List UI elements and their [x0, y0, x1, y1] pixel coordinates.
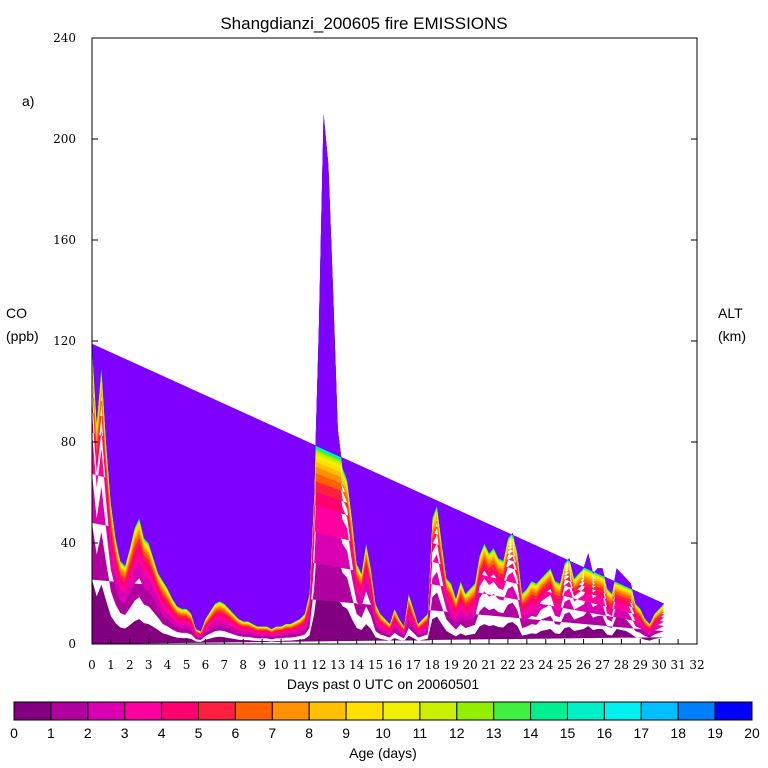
- colorbar-tick-label: 1: [47, 725, 55, 741]
- colorbar-tick-label: 8: [305, 725, 313, 741]
- colorbar-tick-label: 4: [158, 725, 166, 741]
- x-tick-label: 17: [406, 658, 421, 672]
- stacked-area-layers: [92, 113, 664, 644]
- colorbar-tick-label: 12: [449, 725, 465, 741]
- x-tick-label: 18: [425, 658, 440, 672]
- colorbar-tick-label: 15: [560, 725, 576, 741]
- colorbar-segment: [50, 701, 89, 721]
- x-tick-label: 24: [538, 658, 554, 672]
- x-tick-label: 26: [576, 658, 591, 672]
- y-tick-label: 240: [53, 31, 76, 45]
- colorbar-segment: [271, 701, 310, 721]
- x-tick-label: 27: [595, 658, 610, 672]
- x-tick-label: 10: [273, 658, 288, 672]
- x-tick-label: 4: [164, 658, 172, 672]
- age-layer-20: [92, 113, 664, 632]
- x-tick-label: 25: [557, 658, 572, 672]
- colorbar-tick-label: 17: [634, 725, 650, 741]
- colorbar-segment: [87, 701, 126, 721]
- colorbar-tick-label: 14: [523, 725, 539, 741]
- y-axis-label-line1: CO: [6, 305, 27, 321]
- y-tick-label: 40: [61, 536, 76, 550]
- x-tick-label: 21: [481, 658, 496, 672]
- right-axis-label-line2: (km): [718, 328, 746, 344]
- x-tick-label: 8: [239, 658, 247, 672]
- x-tick-label: 12: [311, 658, 326, 672]
- colorbar-tick-label: 18: [670, 725, 686, 741]
- colorbar-segment: [530, 701, 568, 721]
- x-tick-label: 23: [519, 658, 534, 672]
- colorbar-tick-label: 0: [10, 725, 18, 741]
- x-tick-label: 32: [689, 658, 704, 672]
- colorbar-segment: [124, 701, 163, 721]
- x-axis-label: Days past 0 UTC on 20060501: [287, 676, 479, 692]
- right-axis-label-line1: ALT: [718, 305, 743, 321]
- x-tick-label: 3: [145, 658, 153, 672]
- y-tick-label: 80: [61, 435, 76, 449]
- colorbar-tick-label: 19: [707, 725, 723, 741]
- colorbar-segment: [714, 701, 753, 721]
- x-tick-label: 5: [183, 658, 191, 672]
- colorbar-segment: [382, 701, 421, 721]
- x-tick-label: 13: [330, 658, 345, 672]
- x-axis-ticks: 0 1 2 3 4 5 6 7 8 9 10 11 12 13 14 15 16 17 18 19 20 21 22 23 24…: [88, 639, 705, 672]
- y-tick-label: 0: [68, 637, 76, 651]
- colorbar-segment: [234, 701, 273, 721]
- x-tick-label: 7: [221, 658, 229, 672]
- x-tick-label: 2: [126, 658, 134, 672]
- colorbar-tick-label: 11: [413, 725, 428, 741]
- colorbar-segment: [419, 701, 458, 721]
- colorbar-tick-label: 5: [195, 725, 203, 741]
- x-tick-label: 31: [670, 658, 685, 672]
- colorbar-tick-label: 16: [597, 725, 613, 741]
- x-tick-label: 28: [614, 658, 629, 672]
- colorbar-segment: [456, 701, 495, 721]
- plot-frame: [91, 37, 698, 645]
- y-tick-label: 160: [53, 233, 76, 247]
- age-colorbar: 0 1 2 3 4 5 6 7 8 9 10 11 12 13 14 15 16 17 18 19 20: [10, 701, 760, 741]
- x-tick-label: 29: [633, 658, 648, 672]
- colorbar-tick-label: 13: [486, 725, 502, 741]
- colorbar-label: Age (days): [349, 745, 417, 761]
- colorbar-tick-label: 6: [232, 725, 240, 741]
- colorbar-segment: [677, 701, 716, 721]
- x-tick-label: 20: [462, 658, 477, 672]
- colorbar-segment: [493, 701, 532, 721]
- x-tick-label: 30: [652, 658, 667, 672]
- x-tick-label: 15: [368, 658, 383, 672]
- colorbar-tick-label: 10: [375, 725, 391, 741]
- colorbar-tick-label: 3: [121, 725, 129, 741]
- colorbar-segment: [345, 701, 384, 721]
- colorbar-segment: [308, 701, 347, 721]
- colorbar-tick-label: 9: [342, 725, 350, 741]
- x-tick-label: 9: [258, 658, 266, 672]
- x-tick-label: 14: [349, 658, 365, 672]
- chart-title: Shangdianzi_200605 fire EMISSIONS: [220, 14, 507, 33]
- colorbar-segment: [640, 701, 679, 721]
- y-tick-label: 120: [53, 334, 76, 348]
- colorbar-tick-label: 7: [268, 725, 276, 741]
- x-tick-label: 19: [444, 658, 459, 672]
- x-tick-label: 0: [88, 658, 96, 672]
- colorbar-segment: [161, 701, 200, 721]
- colorbar-tick-label: 20: [744, 725, 760, 741]
- colorbar-tick-label: 2: [84, 725, 92, 741]
- colorbar-segment: [13, 701, 52, 721]
- panel-label: a): [22, 93, 34, 109]
- x-tick-label: 1: [107, 658, 115, 672]
- y-axis-label-line2: (ppb): [6, 328, 39, 344]
- x-tick-label: 16: [387, 658, 402, 672]
- colorbar-segment: [603, 701, 642, 721]
- age-layer-0: [92, 530, 664, 644]
- colorbar-segment: [567, 701, 605, 721]
- x-tick-label: 11: [292, 658, 307, 672]
- x-tick-label: 6: [202, 658, 210, 672]
- y-axis-ticks: 0 40 80 120 160 200 240: [53, 31, 697, 651]
- x-tick-label: 22: [500, 658, 515, 672]
- y-tick-label: 200: [53, 132, 76, 146]
- colorbar-segment: [198, 701, 236, 721]
